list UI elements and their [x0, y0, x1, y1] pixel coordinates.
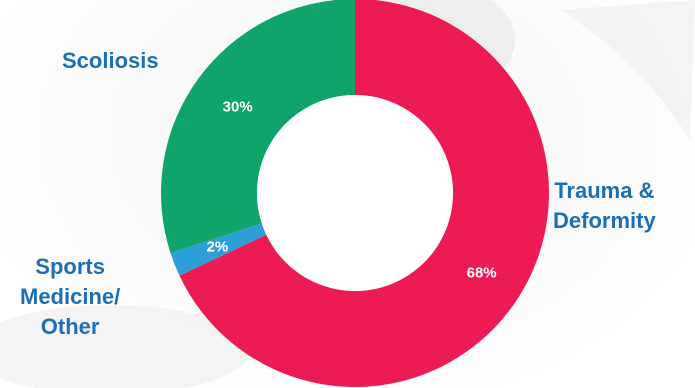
slice-value-label-sports-medicine-other: 2%	[207, 238, 229, 255]
category-label-scoliosis: Scoliosis	[62, 46, 159, 76]
category-label-line: Scoliosis	[62, 48, 159, 73]
category-label-trauma-deformity: Trauma & Deformity	[553, 176, 656, 236]
donut-hole	[257, 95, 453, 291]
category-label-line: Other	[40, 314, 100, 339]
category-label-line: Sports	[35, 254, 105, 279]
category-label-line: Trauma &	[554, 178, 655, 203]
category-label-line: Medicine/	[20, 284, 121, 309]
slice-trauma-deformity	[179, 0, 549, 387]
category-label-line: Deformity	[553, 208, 656, 233]
slice-scoliosis	[161, 0, 355, 253]
slice-sports-medicine-other	[170, 223, 267, 276]
slice-value-label-trauma-deformity: 68%	[467, 264, 497, 281]
category-label-sports-medicine-other: Sports Medicine/ Other	[20, 252, 120, 342]
slice-value-label-scoliosis: 30%	[223, 99, 253, 116]
